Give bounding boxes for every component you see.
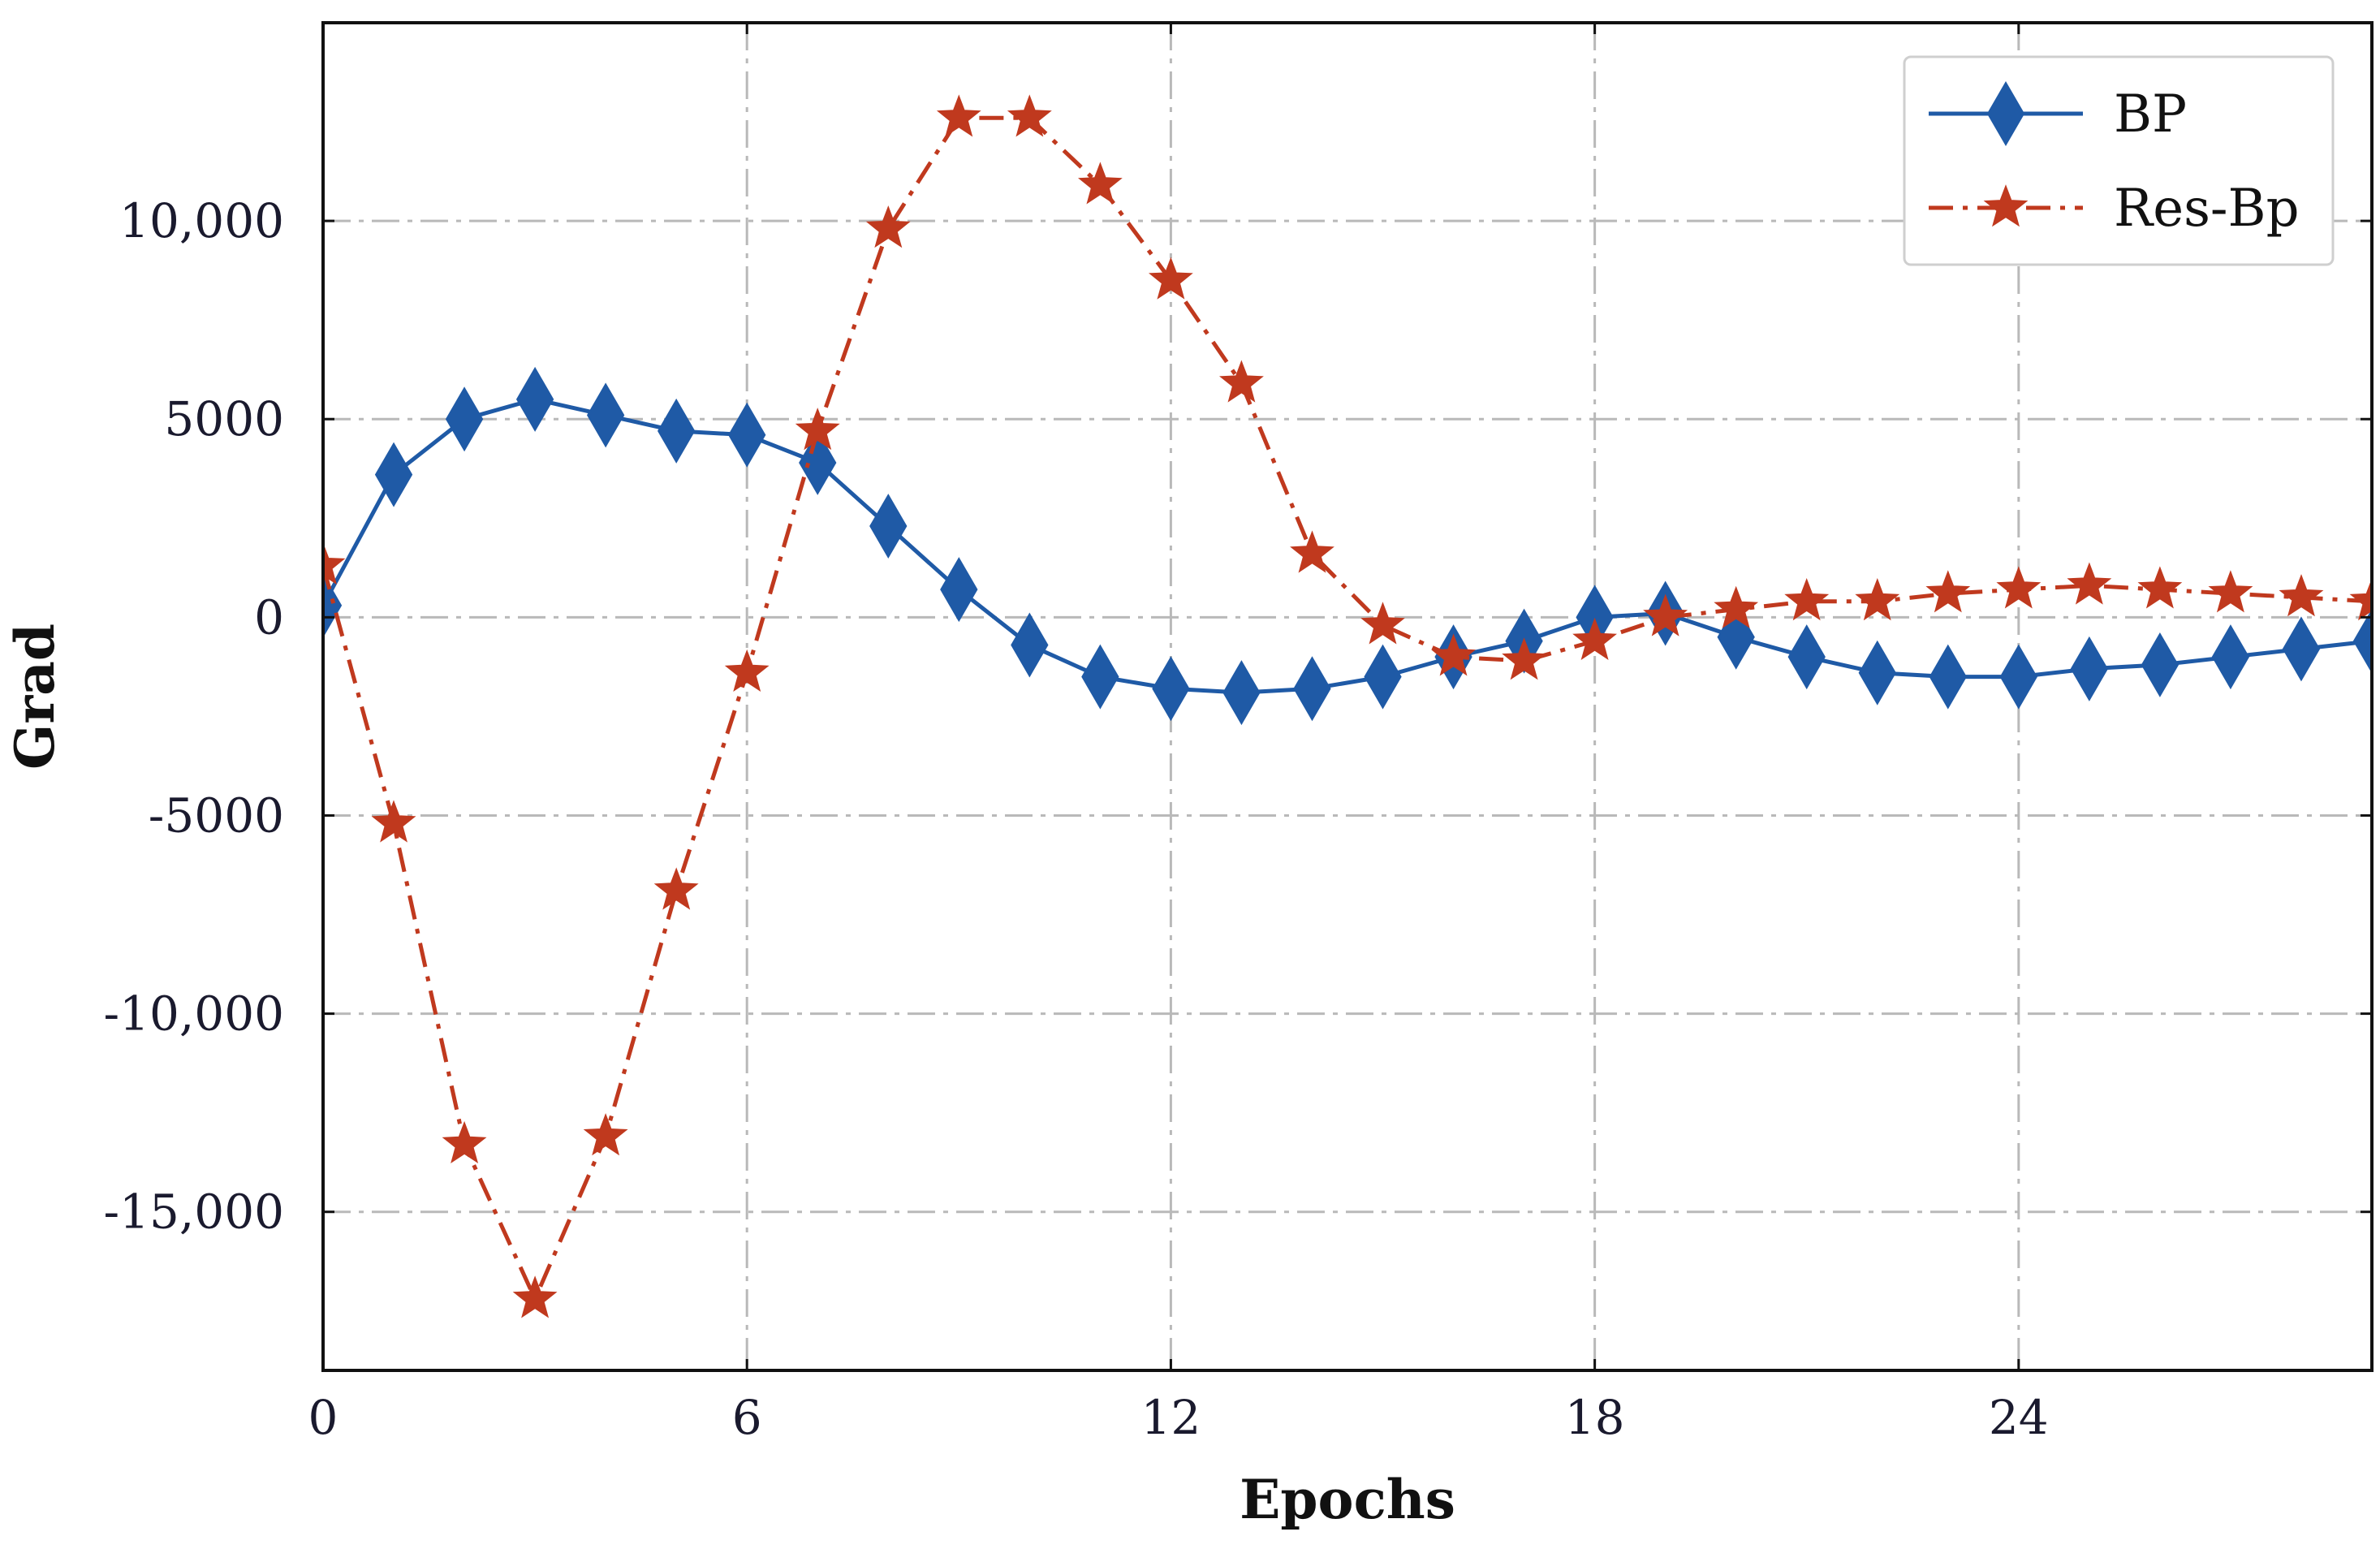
data-point-bp <box>1999 644 2037 710</box>
data-point-res-bp <box>653 867 699 910</box>
data-point-bp <box>1929 644 1967 710</box>
x-axis-title: Epochs <box>1240 1468 1455 1531</box>
data-point-res-bp <box>1925 570 1971 613</box>
y-tick-label: 5000 <box>164 391 284 447</box>
data-point-res-bp <box>1996 566 2042 609</box>
data-point-bp <box>1364 644 1402 710</box>
data-point-bp <box>2141 632 2180 697</box>
data-point-bp <box>1081 644 1119 710</box>
data-point-bp <box>869 494 908 559</box>
x-tick-label: 18 <box>1565 1390 1625 1445</box>
data-point-bp <box>940 557 978 623</box>
series-line-bp <box>323 397 2372 695</box>
data-point-res-bp <box>1219 360 1264 403</box>
data-point-res-bp <box>865 205 911 248</box>
data-point-res-bp <box>1290 530 1334 573</box>
series-line-res-bp <box>323 115 2372 1301</box>
data-point-res-bp <box>323 542 346 585</box>
legend: BP Res-Bp <box>1903 55 2335 266</box>
y-tick-label: 0 <box>254 589 284 645</box>
y-tick-label: 10,000 <box>119 193 284 248</box>
legend-item-res-bp: Res-Bp <box>1929 179 2300 239</box>
series-layer <box>323 94 2372 1318</box>
data-point-bp <box>445 386 484 452</box>
x-tick-label: 6 <box>732 1390 762 1445</box>
data-point-res-bp <box>1714 585 1759 628</box>
data-point-res-bp <box>512 1275 558 1318</box>
data-point-res-bp <box>2279 574 2324 617</box>
ticks <box>321 23 2372 1370</box>
plot-area <box>323 94 2372 1318</box>
data-point-bp <box>2211 624 2250 690</box>
data-point-bp <box>799 429 837 495</box>
legend-marker-star <box>1983 184 2029 227</box>
data-point-res-bp <box>1149 257 1193 300</box>
data-point-res-bp <box>1643 593 1688 636</box>
data-point-bp <box>1222 660 1261 726</box>
data-point-res-bp <box>1007 94 1052 137</box>
legend-label-res-bp: Res-Bp <box>2114 179 2300 239</box>
data-point-res-bp <box>1360 602 1405 645</box>
legend-items: BP Res-Bp <box>1929 81 2300 239</box>
data-point-bp <box>1858 640 1896 705</box>
legend-label-bp: BP <box>2114 84 2187 145</box>
data-point-bp <box>374 442 413 507</box>
data-point-bp <box>1152 656 1190 722</box>
data-point-res-bp <box>795 408 840 451</box>
x-tick-label: 12 <box>1141 1390 1201 1445</box>
data-point-res-bp <box>1502 637 1546 680</box>
data-point-res-bp <box>1078 162 1123 205</box>
y-axis-title: Grad <box>3 624 67 770</box>
data-point-res-bp <box>936 94 981 137</box>
data-point-res-bp <box>1431 633 1476 676</box>
data-point-bp <box>2352 608 2372 674</box>
data-point-res-bp <box>2349 577 2372 621</box>
data-point-bp <box>1787 624 1826 690</box>
data-point-bp <box>323 572 343 638</box>
data-point-bp <box>2282 616 2321 682</box>
y-tick-label: -15,000 <box>103 1184 284 1240</box>
data-point-bp <box>658 398 696 464</box>
data-point-bp <box>515 366 554 432</box>
series-res-bp <box>323 94 2372 1318</box>
data-point-res-bp <box>1784 577 1830 621</box>
data-point-res-bp <box>371 800 416 843</box>
data-point-bp <box>2070 636 2109 701</box>
data-point-res-bp <box>2067 562 2112 605</box>
data-point-bp <box>586 382 625 448</box>
data-point-res-bp <box>442 1120 487 1163</box>
tick-labels: 0 6 12 18 24 10,000 5000 0 -5000 -10,000 -15,000 <box>103 193 2048 1445</box>
data-point-res-bp <box>583 1113 628 1156</box>
series-bp <box>323 366 2372 726</box>
legend-marker-diamond <box>1986 81 2025 146</box>
data-point-res-bp <box>1855 577 1900 621</box>
axes-frame <box>321 21 2374 1372</box>
x-tick-label: 0 <box>308 1390 338 1445</box>
data-point-res-bp <box>724 649 770 692</box>
data-point-bp <box>728 402 766 468</box>
data-point-res-bp <box>2208 570 2253 613</box>
data-point-res-bp <box>1572 617 1617 661</box>
data-point-bp <box>1011 612 1049 678</box>
x-tick-label: 24 <box>1989 1390 2049 1445</box>
data-point-bp <box>1293 656 1331 722</box>
y-tick-label: -5000 <box>149 787 284 843</box>
legend-item-bp: BP <box>1929 81 2187 146</box>
y-tick-label: -10,000 <box>103 986 284 1042</box>
data-point-res-bp <box>2137 566 2183 609</box>
